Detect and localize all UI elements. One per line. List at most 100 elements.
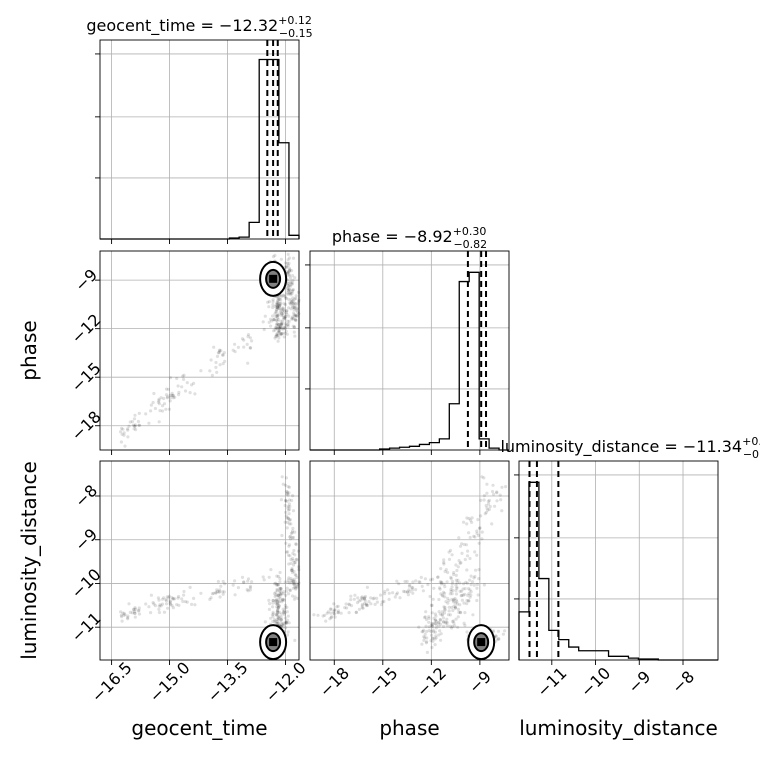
scatter-point — [280, 600, 284, 604]
scatter-point — [458, 581, 462, 585]
scatter-point — [447, 550, 451, 554]
scatter-point — [427, 629, 431, 633]
scatter-point — [482, 583, 486, 587]
scatter-point — [284, 593, 288, 598]
scatter-point — [477, 541, 481, 545]
scatter-point — [269, 324, 273, 328]
scatter-point — [273, 336, 277, 340]
scatter-point — [277, 326, 281, 330]
scatter-point — [182, 589, 186, 594]
scatter-point — [169, 396, 173, 400]
ylabel-phase: phase — [17, 320, 41, 380]
scatter-point — [465, 630, 469, 634]
scatter-point — [356, 596, 360, 600]
scatter-point — [363, 597, 367, 601]
scatter-point — [290, 289, 294, 293]
scatter-point — [173, 395, 177, 399]
scatter-point — [294, 296, 298, 300]
scatter-point — [410, 586, 414, 590]
scatter-point — [147, 605, 151, 609]
scatter-point — [446, 601, 450, 605]
scatter-point — [233, 593, 237, 597]
scatter-point — [180, 597, 184, 601]
scatter-point — [442, 558, 446, 562]
scatter-point — [294, 542, 298, 547]
scatter-point — [287, 491, 291, 495]
scatter-point — [349, 598, 353, 602]
scatter-point — [246, 577, 251, 581]
scatter-point — [277, 304, 281, 308]
scatter-point — [279, 331, 283, 336]
scatter-point — [289, 537, 293, 541]
xtick-label-luminosity_distance-1: −10 — [577, 663, 614, 700]
scatter-point — [482, 476, 486, 480]
gridlines — [100, 40, 718, 660]
scatter-point — [333, 612, 337, 616]
scatter-point — [128, 610, 132, 615]
scatter-point — [278, 577, 282, 581]
scatter-point — [451, 588, 455, 593]
scatter-point — [273, 620, 277, 624]
scatter-point — [465, 522, 469, 526]
xtick-label-phase-2: −12 — [413, 663, 450, 700]
scatter-point — [411, 580, 415, 584]
scatter-point — [469, 590, 473, 594]
scatter-point — [133, 424, 137, 428]
scatter-point — [333, 608, 337, 612]
scatter-point — [188, 391, 192, 395]
scatter-point — [122, 431, 126, 435]
scatter-point — [286, 292, 290, 296]
scatter-point — [460, 598, 464, 602]
scatter-point — [286, 485, 290, 489]
scatter-point — [284, 626, 288, 630]
scatter-point — [279, 295, 283, 299]
scatter-point — [276, 299, 280, 303]
scatter-point — [212, 345, 216, 349]
scatter-point — [285, 520, 289, 525]
scatter-point — [287, 543, 292, 547]
scatter-point — [463, 557, 467, 562]
scatter-point — [284, 309, 289, 313]
scatter-point — [372, 596, 376, 600]
scatter-point — [284, 621, 288, 625]
scatter-point — [294, 585, 298, 589]
scatter-point — [281, 597, 285, 602]
scatter-point — [290, 594, 295, 598]
title-main-luminosity_distance: luminosity_distance = −11.34 — [500, 437, 742, 457]
scatter-point — [495, 499, 499, 503]
scatter-point — [465, 568, 469, 572]
scatter-point — [176, 596, 180, 600]
scatter-point — [287, 319, 291, 323]
scatter-point — [294, 302, 298, 306]
scatter-point — [152, 391, 156, 396]
scatter-point — [437, 624, 441, 628]
scatter-point — [286, 504, 290, 508]
scatter-point — [441, 594, 445, 598]
scatter-point — [336, 611, 340, 615]
scatter-point — [149, 403, 153, 407]
scatter-point — [292, 313, 296, 317]
scatter-point — [354, 610, 358, 615]
scatter-point — [430, 603, 434, 608]
scatter-point — [439, 622, 443, 626]
scatter-point — [363, 599, 367, 603]
scatter-point — [439, 632, 443, 636]
scatter-point — [288, 269, 292, 273]
scatter-point — [431, 636, 435, 641]
scatter-point — [277, 336, 281, 340]
scatter-point — [274, 308, 278, 312]
scatter-point — [293, 530, 297, 534]
scatter-point — [445, 623, 449, 628]
scatter-point — [446, 570, 450, 575]
scatter-point — [284, 329, 288, 333]
scatter-point — [280, 623, 284, 627]
xtick-label-geocent_time-1: −15.0 — [146, 658, 194, 706]
scatter-point — [283, 483, 288, 487]
scatter-point — [336, 604, 340, 608]
scatter-point — [421, 629, 425, 634]
scatter-point — [153, 604, 157, 608]
scatter-point — [291, 556, 295, 561]
scatter-point — [122, 613, 126, 617]
scatter-point — [429, 639, 433, 643]
scatter-point — [166, 395, 170, 399]
